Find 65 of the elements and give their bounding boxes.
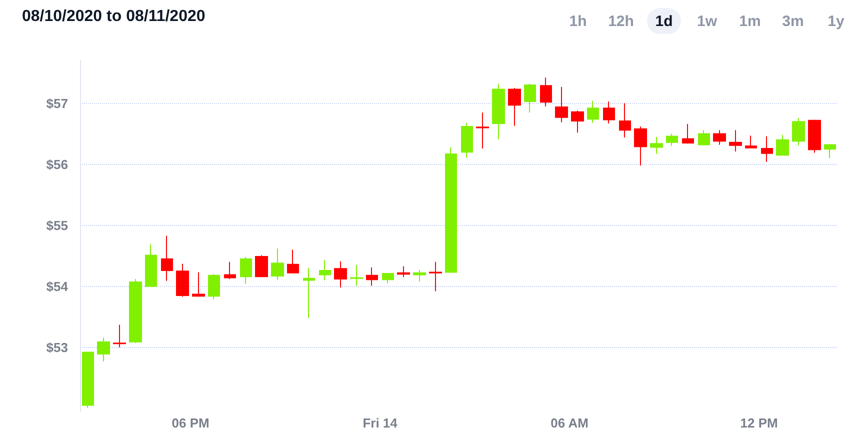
candlestick (666, 133, 678, 147)
candlestick (587, 100, 599, 124)
candlestick (287, 249, 299, 274)
text: 12h (604, 8, 638, 34)
candlestick (634, 126, 647, 166)
candlestick (619, 102, 631, 138)
candlestick (350, 264, 363, 286)
candlestick (445, 146, 457, 273)
y-tick-label: $54 (46, 278, 69, 294)
x-tick-label: 12 PM (740, 415, 778, 430)
candlestick (271, 248, 284, 280)
candlestick (776, 134, 789, 156)
candlestick (82, 351, 94, 408)
candlestick (366, 266, 378, 286)
text: 1h (561, 8, 595, 34)
candlestick (524, 83, 536, 113)
y-tick-label: $55 (46, 218, 68, 233)
candlestick (540, 77, 552, 107)
candlestick (761, 136, 773, 162)
text: 3m (776, 8, 810, 34)
candlestick (508, 88, 521, 126)
candlestick (698, 130, 710, 146)
candlestick (145, 244, 157, 287)
y-tick-label: $56 (46, 156, 68, 172)
candlestick (382, 272, 394, 284)
candlestick (413, 269, 426, 282)
candlestick (729, 130, 742, 152)
candlestick (555, 86, 568, 123)
candlestick (113, 324, 126, 348)
candlestick (397, 266, 410, 278)
y-tick-label: $53 (46, 340, 68, 355)
candlestick (682, 124, 694, 144)
candlestick (319, 260, 331, 281)
candlestick (192, 272, 205, 298)
x-tick-label: 06 AM (550, 415, 588, 430)
candlestick (176, 263, 189, 298)
candlestick (650, 136, 663, 154)
text: 1d (647, 8, 681, 34)
candlestick (476, 112, 489, 149)
candlestick (303, 268, 315, 319)
x-tick-label: 06 PM (172, 415, 210, 430)
candlestick (792, 117, 805, 146)
candlestick (240, 256, 252, 284)
candlestick (603, 100, 615, 124)
candlestick (224, 261, 236, 280)
text: 1m (733, 8, 767, 34)
candlestick (745, 135, 757, 148)
x-tick-label: Fri 14 (362, 415, 398, 430)
chart-title: 08/10/2020 to 08/11/2020 (22, 7, 206, 27)
candlestick (129, 278, 142, 344)
candlestick (97, 337, 110, 362)
candlestick (255, 254, 268, 278)
candlestick (713, 130, 726, 146)
candlestick (492, 83, 505, 140)
candlestick (808, 119, 821, 154)
text: 1w (690, 8, 724, 34)
candlestick (461, 122, 473, 158)
candlestick (429, 261, 442, 292)
candlestick (334, 260, 347, 288)
candlestick (161, 235, 173, 282)
candlestick (208, 274, 220, 300)
y-tick-label: $57 (46, 96, 68, 111)
candlestick (571, 110, 584, 134)
text: 1y (819, 8, 853, 34)
candlestick (824, 144, 836, 159)
